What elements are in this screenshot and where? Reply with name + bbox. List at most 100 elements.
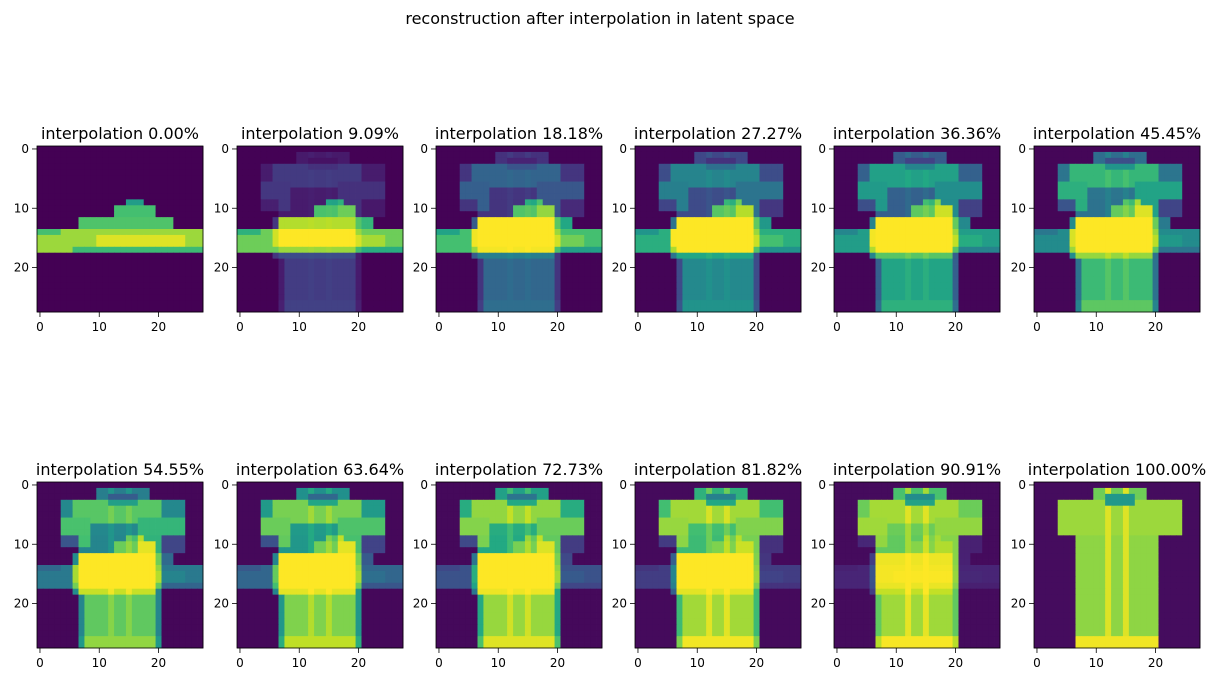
heatmap-cell — [712, 187, 719, 194]
heatmap-cell — [1158, 157, 1165, 165]
heatmap-cell — [296, 199, 303, 206]
heatmap-cell — [682, 306, 689, 313]
heatmap-cell — [495, 199, 502, 206]
heatmap-cell — [723, 288, 731, 295]
heatmap-cell — [355, 229, 362, 236]
heatmap-cell — [96, 187, 103, 194]
heatmap-cell — [1128, 146, 1136, 153]
heatmap-cell — [185, 205, 192, 212]
heatmap-cell — [260, 300, 268, 307]
heatmap-cell — [1063, 211, 1070, 218]
heatmap-cell — [66, 169, 73, 177]
heatmap-cell — [149, 199, 156, 206]
heatmap-cell — [676, 181, 683, 188]
heatmap-cell — [765, 157, 772, 165]
heatmap-cell — [753, 252, 760, 260]
heatmap-cell — [875, 175, 882, 182]
heatmap-cell — [911, 151, 918, 159]
heatmap-cell — [976, 193, 983, 200]
heatmap-cell — [839, 288, 847, 295]
heatmap-cell — [753, 187, 760, 194]
heatmap-cell — [1081, 234, 1088, 242]
heatmap-cell — [1034, 229, 1041, 236]
heatmap-cell — [566, 294, 573, 301]
heatmap-cell — [90, 163, 97, 171]
heatmap-cell — [325, 187, 333, 194]
heatmap-cell — [179, 517, 186, 524]
heatmap-cell — [1188, 240, 1195, 248]
heatmap-cell — [688, 264, 695, 271]
heatmap-cell — [524, 157, 532, 165]
heatmap-cell — [1182, 187, 1189, 194]
heatmap-cell — [548, 252, 555, 260]
heatmap-cell — [952, 175, 959, 182]
heatmap-cell — [355, 175, 362, 182]
heatmap-cell — [367, 199, 374, 206]
heatmap-cell — [167, 163, 174, 171]
heatmap-cell — [554, 288, 561, 295]
heatmap-image — [635, 146, 802, 313]
heatmap-cell — [958, 211, 965, 218]
heatmap-cell — [501, 252, 508, 260]
heatmap-cell — [477, 157, 484, 165]
heatmap-cell — [1176, 199, 1183, 206]
heatmap-cell — [260, 229, 268, 236]
heatmap-cell — [96, 234, 103, 242]
heatmap-cell — [1105, 294, 1112, 301]
heatmap-cell — [137, 229, 145, 236]
heatmap-cell — [1099, 282, 1106, 289]
heatmap-cell — [167, 169, 174, 177]
heatmap-cell — [278, 223, 285, 230]
heatmap-cell — [391, 258, 398, 265]
heatmap-cell — [635, 240, 642, 248]
heatmap-cell — [940, 146, 948, 153]
heatmap-cell — [72, 499, 79, 507]
heatmap-cell — [899, 163, 906, 171]
heatmap-cell — [1182, 223, 1189, 230]
heatmap-cell — [834, 282, 841, 289]
heatmap-cell — [284, 229, 291, 236]
heatmap-cell — [964, 282, 971, 289]
heatmap-cell — [167, 199, 174, 206]
heatmap-cell — [753, 240, 760, 248]
heatmap-cell — [1069, 282, 1076, 289]
heatmap-cell — [1140, 294, 1148, 301]
heatmap-cell — [887, 211, 894, 218]
heatmap-cell — [308, 234, 315, 242]
heatmap-cell — [290, 300, 297, 307]
heatmap-cell — [1182, 211, 1189, 218]
heatmap-cell — [1140, 193, 1148, 200]
heatmap-cell — [964, 223, 971, 230]
heatmap-cell — [881, 199, 888, 206]
heatmap-cell — [266, 151, 273, 159]
heatmap-cell — [242, 258, 250, 265]
heatmap-cell — [845, 205, 853, 212]
heatmap-cell — [706, 288, 713, 295]
heatmap-cell — [114, 482, 121, 489]
heatmap-cell — [712, 294, 719, 301]
heatmap-cell — [1194, 270, 1201, 277]
heatmap-cell — [248, 282, 256, 289]
heatmap-cell — [640, 234, 648, 242]
heatmap-cell — [325, 264, 333, 271]
heatmap-cell — [114, 163, 121, 171]
heatmap-cell — [988, 223, 995, 230]
heatmap-cell — [266, 270, 273, 277]
heatmap-cell — [881, 229, 888, 236]
heatmap-cell — [441, 157, 449, 165]
heatmap-cell — [48, 306, 56, 313]
heatmap-cell — [272, 175, 279, 182]
heatmap-cell — [173, 217, 180, 224]
heatmap-cell — [783, 163, 790, 171]
heatmap-cell — [706, 258, 713, 265]
heatmap-cell — [242, 264, 250, 271]
heatmap-cell — [191, 146, 198, 153]
heatmap-cell — [167, 517, 174, 524]
heatmap-cell — [777, 217, 784, 224]
heatmap-cell — [887, 181, 894, 188]
heatmap-cell — [994, 264, 1001, 271]
heatmap-cell — [584, 276, 591, 283]
heatmap-cell — [507, 288, 514, 295]
heatmap-cell — [928, 288, 936, 295]
